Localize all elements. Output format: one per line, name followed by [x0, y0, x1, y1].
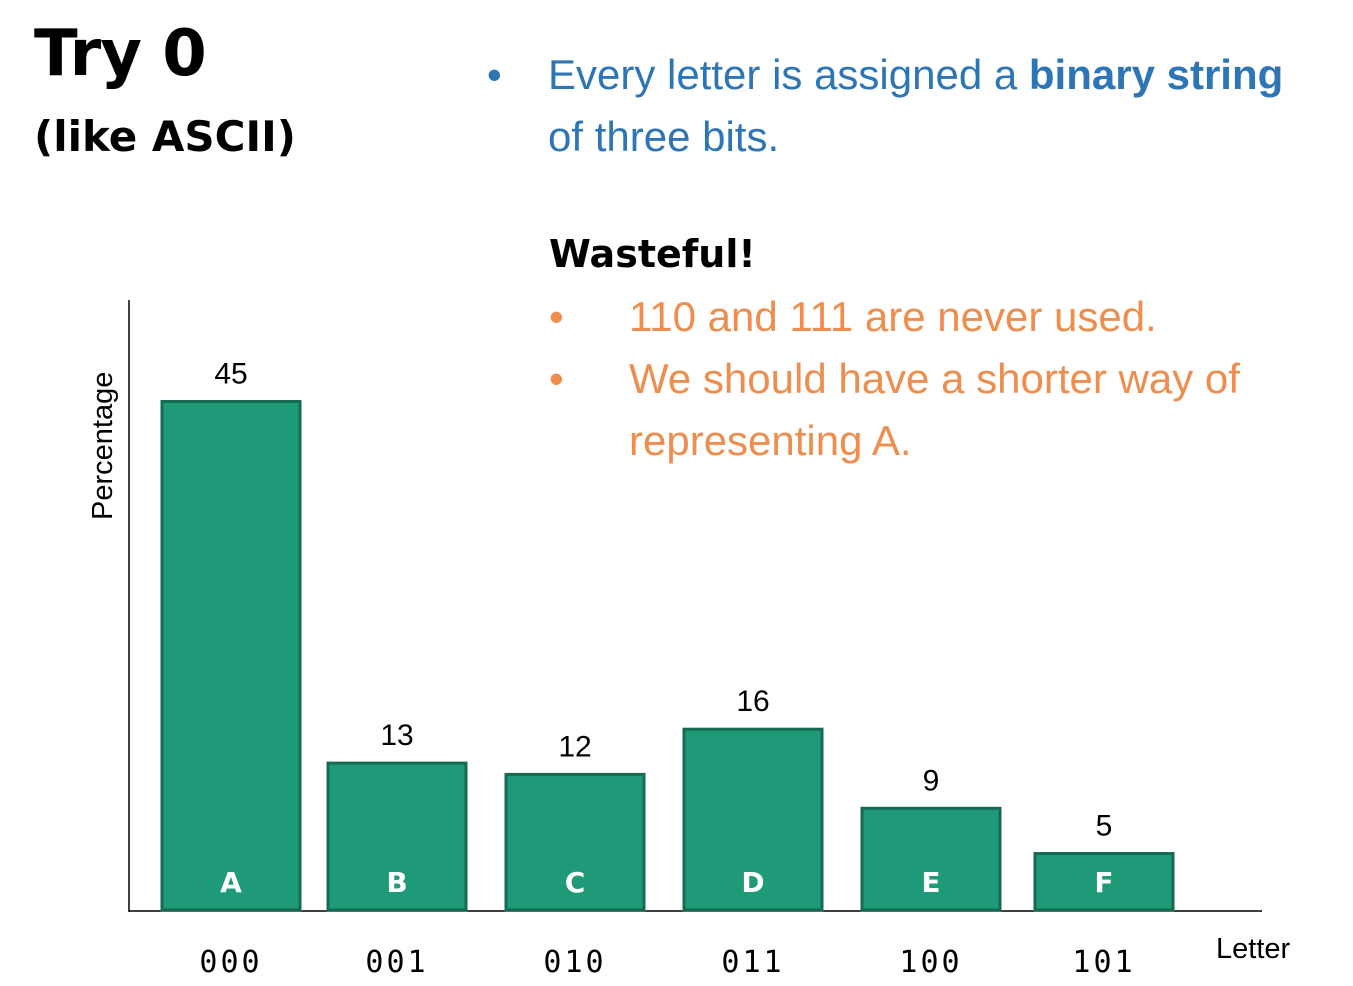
bar-category-label: E	[921, 866, 940, 899]
binary-code-label: 100	[899, 945, 962, 980]
blue-bullet-line-2: of three bits.	[548, 113, 780, 160]
orange-bullet-line: We should have a shorter way of	[629, 355, 1240, 402]
blue-bullet-prefix: Every letter is assigned a	[548, 51, 1029, 98]
bar-value-label: 5	[1096, 810, 1113, 843]
slide-title: Try 0	[34, 17, 207, 91]
bar-f	[1033, 852, 1175, 912]
blue-bullet-text: Every letter is assigned a binary string…	[548, 44, 1353, 168]
wasteful-heading: Wasteful!	[549, 232, 756, 276]
bar-category-label: F	[1094, 866, 1113, 899]
bar-a	[160, 400, 302, 912]
x-axis-label: Letter	[1216, 933, 1290, 965]
binary-code-label: 101	[1072, 945, 1135, 980]
orange-bullet-text: We should have a shorter way of represen…	[629, 348, 1240, 472]
bar-c	[504, 772, 646, 912]
bar-category-label: D	[741, 866, 764, 899]
bullet-dot-icon: •	[487, 51, 502, 98]
binary-code-label: 011	[721, 945, 784, 980]
bar-value-label: 16	[736, 685, 769, 718]
binary-code-label: 001	[365, 945, 428, 980]
bar-value-label: 12	[558, 730, 591, 763]
bar-b	[326, 761, 468, 912]
blue-bullet-bold: binary string	[1028, 51, 1284, 98]
slide-subtitle: (like ASCII)	[34, 112, 296, 161]
bar-value-label: 9	[923, 764, 940, 797]
orange-bullet-text: 110 and 111 are never used.	[629, 293, 1157, 340]
bar-d	[682, 727, 824, 912]
bullet-dot-icon: •	[549, 355, 564, 402]
bar-e	[860, 806, 1002, 912]
y-axis-label: Percentage	[87, 372, 119, 520]
binary-code-label: 000	[199, 945, 262, 980]
orange-bullet-line: representing A.	[629, 417, 912, 464]
bar-value-label: 13	[380, 719, 413, 752]
binary-code-label: 010	[543, 945, 606, 980]
blue-bullet-line-1: Every letter is assigned a binary string	[548, 44, 1353, 106]
bars-group: 45 A 000 13 B 001 12 C 010 16 D 011 9 E 100 5 F 101	[160, 358, 1175, 980]
bar-category-label: B	[386, 866, 407, 899]
bar-category-label: C	[565, 866, 586, 899]
bar-category-label: A	[220, 866, 242, 899]
bullet-dot-icon: •	[549, 293, 564, 340]
bar-value-label: 45	[214, 358, 247, 391]
